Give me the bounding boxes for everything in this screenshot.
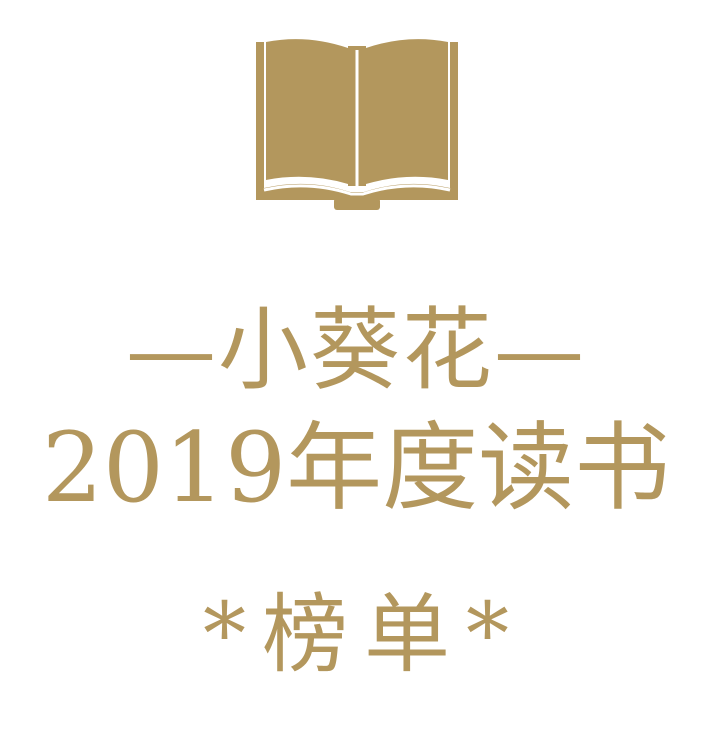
title-line-2: 2019年度读书 — [41, 412, 671, 524]
open-book-icon — [256, 39, 458, 210]
title-line-1: —小葵花— — [126, 298, 586, 403]
title-line-3: *榜单* — [203, 585, 525, 685]
